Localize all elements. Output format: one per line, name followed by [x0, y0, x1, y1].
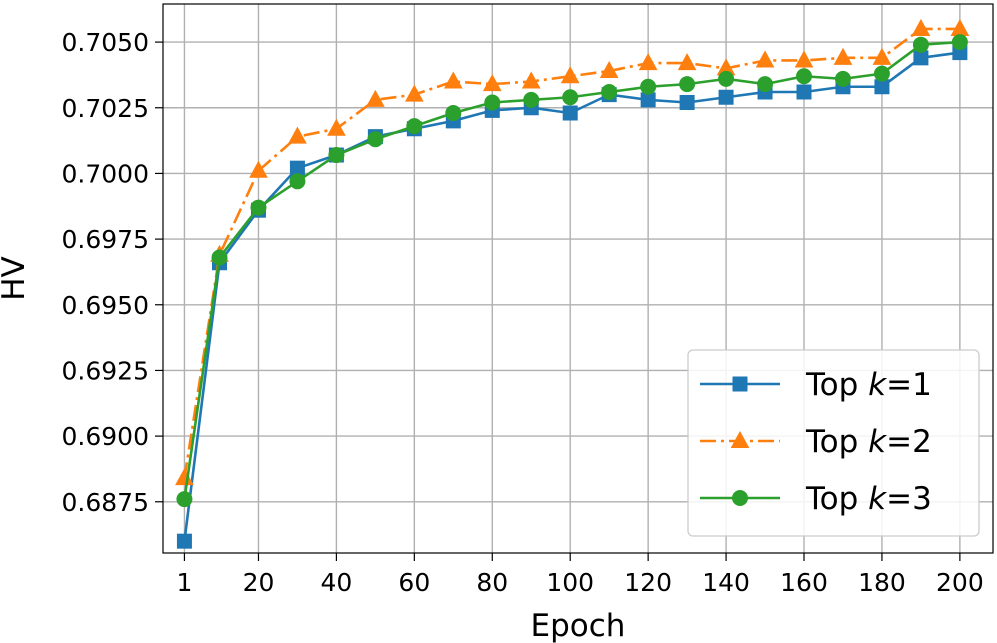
series-1-point	[679, 95, 695, 111]
series-1-point	[874, 79, 890, 95]
legend-marker	[732, 490, 748, 506]
y-axis-ticks: 0.6875 0.6900 0.6925 0.6950 0.6975 0.7000 0.70…	[62, 28, 163, 517]
series-3-point	[445, 105, 462, 122]
series-3-point	[562, 89, 579, 106]
series-3	[176, 34, 968, 508]
series-2-point	[521, 71, 541, 89]
series-1-point	[640, 92, 656, 108]
legend-entry-1: Top k=1	[700, 367, 932, 403]
legend-marker	[730, 430, 750, 448]
series-3-point	[601, 83, 618, 100]
series-3-point	[250, 199, 267, 216]
x-tick-label: 120	[624, 568, 672, 597]
series-3-point	[484, 94, 501, 111]
series-2-point	[872, 47, 892, 65]
series-3-point	[757, 76, 774, 93]
legend-box	[687, 349, 980, 537]
series-2-point	[677, 53, 697, 71]
y-tick-label: 0.6925	[62, 356, 149, 385]
series-1-point	[796, 84, 812, 100]
x-axis-ticks: 1 20 40 60 80 100 120 140 160 180 200	[176, 553, 984, 597]
legend-entry-3: Top k=3	[700, 481, 932, 517]
x-tick-label: 160	[780, 568, 828, 597]
x-tick-label: 60	[398, 568, 430, 597]
x-tick-label: 180	[858, 568, 906, 597]
x-tick-label: 140	[702, 568, 750, 597]
series-3-point	[718, 70, 735, 87]
series-2-point	[794, 50, 814, 68]
y-tick-label: 0.7000	[62, 159, 149, 188]
legend-label: Top k=1	[805, 367, 932, 403]
y-tick-label: 0.6900	[62, 422, 149, 451]
series-2-point	[911, 18, 931, 36]
y-tick-label: 0.6975	[62, 225, 149, 254]
y-tick-label: 0.7025	[62, 94, 149, 123]
x-tick-label: 1	[176, 568, 192, 597]
series-3-point	[211, 249, 228, 266]
series-2-point	[638, 53, 658, 71]
series-2-point	[560, 66, 580, 84]
series-2-point	[833, 47, 853, 65]
x-tick-label: 100	[546, 568, 594, 597]
series-2-point	[249, 160, 268, 178]
series-3-point	[523, 91, 540, 108]
series-2-point	[443, 71, 463, 89]
series-3-point	[912, 36, 929, 53]
series-1-point	[289, 160, 305, 176]
series-2-point	[366, 89, 385, 107]
series-3-point	[406, 118, 423, 135]
legend-entry-2: Top k=2	[700, 424, 932, 460]
series-2	[175, 18, 970, 486]
y-tick-label: 0.6875	[62, 488, 149, 517]
y-tick-label: 0.6950	[62, 291, 149, 320]
series-1-point	[913, 50, 929, 66]
series-3-point	[796, 68, 813, 85]
series-3-point	[873, 65, 890, 82]
series-2-point	[482, 74, 502, 92]
series-2-point	[404, 84, 424, 102]
x-tick-label: 80	[476, 568, 508, 597]
y-axis-label: HV	[0, 256, 32, 301]
series-3-point	[289, 173, 306, 190]
x-tick-label: 200	[936, 568, 984, 597]
series-1-point	[176, 533, 192, 549]
series-3-point	[176, 491, 193, 508]
series-2-line	[183, 27, 960, 479]
series-1-point	[562, 105, 578, 121]
legend: Top k=1 Top k=2 Top k=3	[687, 349, 980, 537]
series-3-point	[328, 147, 345, 164]
series-2-point	[755, 50, 775, 68]
series-3-point	[367, 131, 384, 148]
series-2-point	[327, 118, 346, 136]
y-tick-label: 0.7050	[62, 28, 149, 57]
series-3-point	[951, 34, 968, 51]
legend-label: Top k=3	[805, 481, 932, 517]
legend-marker	[732, 376, 748, 392]
series-3-point	[640, 78, 657, 95]
series-2-point	[288, 126, 307, 144]
legend-label: Top k=2	[805, 424, 932, 460]
series-1-point	[718, 89, 734, 105]
series-2-point	[599, 60, 619, 78]
series-layer	[175, 18, 970, 549]
x-tick-label: 40	[320, 568, 352, 597]
x-axis-label: Epoch	[531, 608, 626, 643]
plot-frame	[162, 3, 994, 554]
series-3-point	[834, 70, 851, 87]
series-3-point	[679, 76, 696, 93]
x-tick-label: 20	[243, 568, 275, 597]
